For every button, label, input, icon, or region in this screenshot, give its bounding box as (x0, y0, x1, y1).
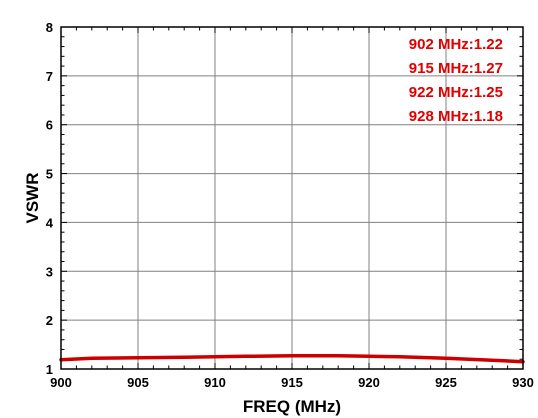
series-line-0 (59, 354, 525, 364)
y-tick-label-5: 5 (46, 167, 53, 182)
y-tick-label-6: 6 (46, 118, 53, 133)
x-tick-label-920: 920 (358, 375, 380, 390)
y-tick-label-2: 2 (46, 313, 53, 328)
y-axis-title: VSWR (23, 173, 42, 224)
plot-frame (60, 26, 524, 370)
x-tick-label-915: 915 (281, 375, 303, 390)
annotation-902: 902 MHz:1.22 (409, 36, 503, 53)
x-tick-label-900: 900 (50, 375, 72, 390)
grid-lines (61, 27, 523, 369)
y-tick-label-4: 4 (46, 215, 54, 230)
x-tick-label-910: 910 (204, 375, 226, 390)
y-tick-labels: 1 2 3 4 5 6 7 8 (46, 20, 54, 377)
annotation-915: 915 MHz:1.27 (409, 60, 503, 77)
x-tick-label-930: 930 (512, 375, 534, 390)
y-tick-label-1: 1 (46, 362, 53, 377)
y-tick-label-8: 8 (46, 20, 53, 35)
x-tick-label-925: 925 (435, 375, 457, 390)
x-tick-labels: 900 905 910 915 920 925 930 (50, 375, 534, 390)
y-tick-label-7: 7 (46, 69, 53, 84)
y-tick-label-3: 3 (46, 264, 53, 279)
x-axis-title: FREQ (MHz) (243, 397, 341, 416)
annotation-928: 928 MHz:1.18 (409, 108, 503, 125)
series-layer (59, 354, 525, 364)
annotation-922: 922 MHz:1.25 (409, 84, 503, 101)
x-tick-label-905: 905 (127, 375, 149, 390)
annotation-list: 902 MHz:1.22 915 MHz:1.27 922 MHz:1.25 9… (409, 36, 503, 125)
